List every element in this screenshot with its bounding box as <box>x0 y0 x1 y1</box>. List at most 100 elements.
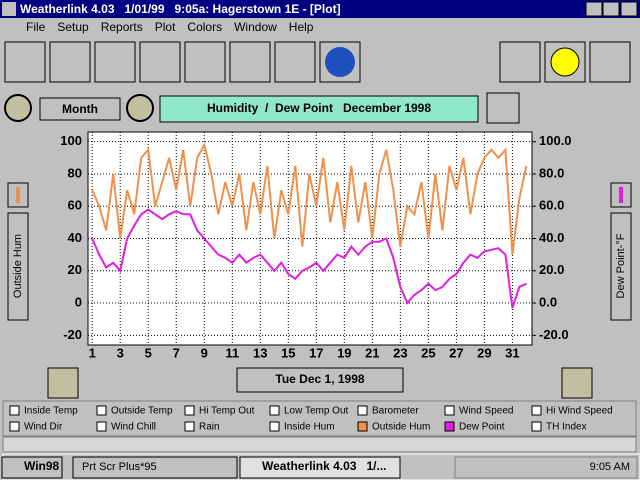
chart-title-box <box>159 95 479 123</box>
legend-label: Wind Speed <box>459 406 513 417</box>
y-tick-label: 40 <box>68 230 82 245</box>
checkbox[interactable] <box>531 405 542 416</box>
y2-tick-label: 40.0 <box>539 230 564 245</box>
task-label: Prt Scr Plus*95 <box>82 461 157 473</box>
help-icon <box>550 47 580 77</box>
legend-label: TH Index <box>546 422 587 433</box>
task-button[interactable] <box>239 456 401 479</box>
checkbox[interactable] <box>9 421 20 432</box>
checkbox[interactable] <box>184 421 195 432</box>
period-button[interactable] <box>39 97 121 121</box>
app-icon[interactable] <box>2 2 16 16</box>
scrollbar[interactable] <box>2 436 637 453</box>
checkbox[interactable] <box>9 405 20 416</box>
menu-item[interactable]: Help <box>289 20 314 34</box>
exit-button[interactable] <box>589 41 631 83</box>
tool-button[interactable] <box>4 41 46 83</box>
minimize[interactable] <box>585 1 603 17</box>
legend-label: Wind Dir <box>24 422 63 433</box>
right-color <box>619 187 623 203</box>
x-tick-label: 13 <box>253 345 267 360</box>
y2-tick-label: 0.0 <box>539 294 557 309</box>
toolbar <box>4 41 631 83</box>
menu-background <box>0 19 640 36</box>
x-tick-label: 19 <box>337 345 351 360</box>
menu-item[interactable]: Colors <box>187 20 222 34</box>
maximize[interactable] <box>602 1 620 17</box>
tool-button[interactable] <box>184 41 226 83</box>
legend-label: Dew Point <box>459 422 505 433</box>
legend-label: Rain <box>199 422 220 433</box>
y-tick-label: -20 <box>63 327 82 342</box>
start-label: Win98 <box>24 459 60 473</box>
date-button[interactable] <box>236 367 404 393</box>
menu-item[interactable]: Plot <box>155 20 176 34</box>
y2-axis-label: Dew Point-°F <box>615 233 627 298</box>
task-button[interactable] <box>72 456 238 479</box>
y2-tick-label: 60.0 <box>539 198 564 213</box>
legend-label: Hi Wind Speed <box>546 406 613 417</box>
x-tick-label: 7 <box>173 345 180 360</box>
left-color <box>16 187 20 203</box>
legend-label: Low Temp Out <box>284 406 349 417</box>
tool-button[interactable] <box>229 41 271 83</box>
x-tick-label: 25 <box>421 345 435 360</box>
window-title: Weatherlink 4.03 1/01/99 9:05a: Hagersto… <box>20 2 341 16</box>
checkbox[interactable] <box>269 405 280 416</box>
checkbox[interactable] <box>184 405 195 416</box>
checkbox[interactable] <box>357 405 368 416</box>
tool-button[interactable] <box>274 41 316 83</box>
legend-label: Barometer <box>372 406 419 417</box>
left-axis-button[interactable] <box>7 212 29 321</box>
x-tick-label: 1 <box>89 345 96 360</box>
date-label: Tue Dec 1, 1998 <box>275 372 364 386</box>
checkbox[interactable] <box>531 421 542 432</box>
series-line <box>91 142 528 255</box>
checkbox[interactable] <box>96 405 107 416</box>
tray <box>454 456 638 479</box>
menu-item[interactable]: Reports <box>101 20 143 34</box>
right-axis-button[interactable] <box>610 212 632 321</box>
checkbox[interactable] <box>444 405 455 416</box>
tool-button[interactable] <box>49 41 91 83</box>
y2-tick-label: 80.0 <box>539 165 564 180</box>
x-tick-label: 9 <box>201 345 208 360</box>
menu-item[interactable]: Setup <box>57 20 89 34</box>
erase-button[interactable] <box>486 92 520 124</box>
start-button[interactable] <box>1 456 63 479</box>
menu-item[interactable]: Window <box>234 20 277 34</box>
lock-right[interactable] <box>561 367 593 399</box>
legend-label: Inside Temp <box>24 406 78 417</box>
legend-panel <box>2 400 637 437</box>
y-tick-label: 20 <box>68 262 82 277</box>
y2-tick-label: -20.0 <box>539 327 569 342</box>
plot: 100 80 60 40 20 0 -20 100.0 80.0 60.0 40.0 20.0 0.0 -… <box>60 132 572 360</box>
title-bar <box>0 0 640 18</box>
print-button[interactable] <box>499 41 541 83</box>
checkbox[interactable] <box>269 421 280 432</box>
menu-item[interactable]: File <box>26 20 46 34</box>
x-tick-label: 15 <box>281 345 295 360</box>
checkbox[interactable] <box>357 421 368 432</box>
clock: 9:05 AM <box>590 461 630 473</box>
close[interactable] <box>620 1 638 17</box>
x-tick-label: 5 <box>145 345 152 360</box>
legend: Inside Temp Outside Temp Hi Temp Out Low Te… <box>9 405 613 433</box>
legend-label: Inside Hum <box>284 422 335 433</box>
task-label: Weatherlink 4.03 1/... <box>262 459 387 473</box>
checkbox[interactable] <box>444 421 455 432</box>
tool-button[interactable] <box>94 41 136 83</box>
series-line <box>91 208 527 309</box>
x-tick-label: 11 <box>225 345 239 360</box>
x-tick-label: 29 <box>477 345 491 360</box>
lock-left[interactable] <box>47 367 79 399</box>
x-tick-label: 17 <box>309 345 323 360</box>
chart-title: Humidity / Dew Point December 1998 <box>207 101 431 115</box>
checkbox[interactable] <box>96 421 107 432</box>
tool-button[interactable] <box>139 41 181 83</box>
zoom-in[interactable] <box>4 94 32 122</box>
zoom-out[interactable] <box>126 94 154 122</box>
legend-label: Wind Chill <box>111 422 156 433</box>
legend-label: Hi Temp Out <box>199 406 255 417</box>
